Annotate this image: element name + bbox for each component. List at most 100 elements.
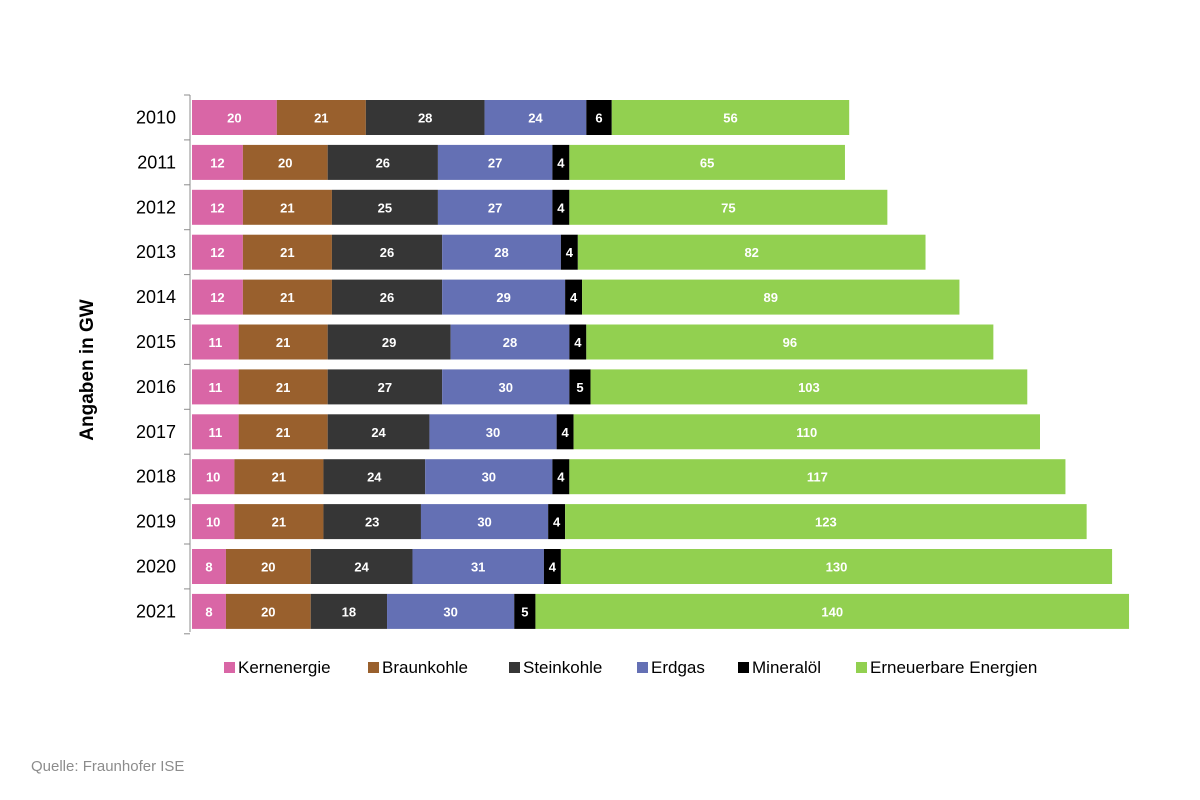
data-label: 12 [210, 245, 224, 260]
data-label: 24 [528, 111, 543, 126]
bar-segment [611, 100, 850, 135]
bar-segment [331, 234, 443, 270]
bar-segment [573, 414, 1040, 450]
bar-segment [238, 324, 328, 360]
bar-segment [437, 189, 553, 225]
data-label: 26 [376, 155, 390, 170]
data-label: 28 [418, 111, 432, 126]
bar-segment [331, 279, 443, 315]
data-label: 18 [342, 604, 356, 619]
data-label: 24 [367, 470, 382, 485]
bar-segment [225, 593, 311, 629]
data-label: 29 [382, 335, 396, 350]
bar-segment [192, 414, 239, 450]
data-label: 20 [278, 155, 292, 170]
data-label: 27 [378, 380, 392, 395]
bar-segment [437, 144, 553, 180]
legend: Kernenergie Braunkohle Steinkohle Erdgas Min… [224, 658, 1037, 677]
data-label: 4 [557, 470, 565, 485]
data-label: 30 [477, 515, 491, 530]
bar-segment [569, 369, 591, 405]
data-label: 10 [206, 515, 220, 530]
y-axis-ticks [184, 94, 190, 635]
data-label: 4 [557, 200, 565, 215]
data-label: 89 [764, 290, 778, 305]
bar-segment [323, 459, 426, 495]
data-label: 8 [205, 604, 212, 619]
bar-segment [192, 324, 239, 360]
bar-segment [192, 593, 226, 629]
bar-segment [192, 234, 243, 270]
bar-segment [484, 100, 587, 135]
data-label: 20 [261, 560, 275, 575]
data-label: 21 [280, 200, 294, 215]
bar-segment [192, 100, 277, 135]
bar-segment [569, 324, 587, 360]
data-label: 12 [210, 200, 224, 215]
bar-segment [425, 459, 553, 495]
category-label: 2012 [136, 197, 176, 217]
data-label: 11 [208, 335, 222, 350]
data-label: 12 [210, 290, 224, 305]
data-label: 4 [549, 560, 557, 575]
bar-segment [552, 459, 570, 495]
bar-segment [327, 144, 438, 180]
bar-segment [590, 369, 1028, 405]
data-label: 28 [494, 245, 508, 260]
bar-segment [192, 504, 235, 540]
data-label: 21 [272, 515, 286, 530]
bar-segment [543, 549, 561, 584]
legend-swatch [224, 662, 235, 673]
data-label: 21 [280, 245, 294, 260]
category-label: 2017 [136, 422, 176, 442]
data-label: 25 [378, 200, 392, 215]
source-note: Quelle: Fraunhofer ISE [31, 758, 185, 775]
data-label: 5 [521, 604, 528, 619]
data-label: 11 [208, 380, 222, 395]
bar-segment [565, 504, 1087, 540]
bar-segment [556, 414, 574, 450]
bar-segment [192, 549, 226, 584]
bar-segment [192, 369, 239, 405]
bar-segment [192, 459, 235, 495]
bar-segment [420, 504, 549, 540]
data-label: 12 [210, 155, 224, 170]
data-label: 96 [783, 335, 797, 350]
bar-segment [327, 324, 451, 360]
bar-segment [234, 459, 324, 495]
data-label: 4 [557, 155, 565, 170]
data-label: 31 [471, 560, 485, 575]
bar-segment [310, 549, 413, 584]
legend-label: Erneuerbare Energien [870, 658, 1037, 677]
category-label: 2018 [136, 467, 176, 487]
data-label: 110 [796, 425, 817, 440]
data-label: 20 [227, 111, 241, 126]
category-labels: 2010 2011 2012 2013 2014 2015 2016 2017 2018 2019… [136, 108, 176, 622]
bar-segment [323, 504, 421, 540]
data-label: 20 [261, 604, 275, 619]
data-label: 4 [570, 290, 578, 305]
bar-segment [552, 144, 570, 180]
data-label: 26 [380, 245, 394, 260]
data-label: 21 [272, 470, 286, 485]
category-label: 2020 [136, 557, 176, 577]
legend-swatch [738, 662, 749, 673]
data-label: 24 [371, 425, 386, 440]
bar-segment [586, 324, 994, 360]
data-label: 103 [798, 380, 820, 395]
bar-segment [514, 593, 536, 629]
bar-segment [331, 189, 438, 225]
data-label: 30 [499, 380, 513, 395]
data-label: 27 [488, 155, 502, 170]
data-label: 140 [821, 604, 843, 619]
bar-segment [560, 234, 578, 270]
legend-label: Kernenergie [238, 658, 331, 677]
data-label: 21 [314, 111, 328, 126]
data-label: 117 [807, 470, 828, 485]
data-label: 4 [574, 335, 582, 350]
category-label: 2021 [136, 601, 176, 621]
category-label: 2014 [136, 287, 176, 307]
bar-segment [429, 414, 557, 450]
legend-label: Erdgas [651, 658, 705, 677]
